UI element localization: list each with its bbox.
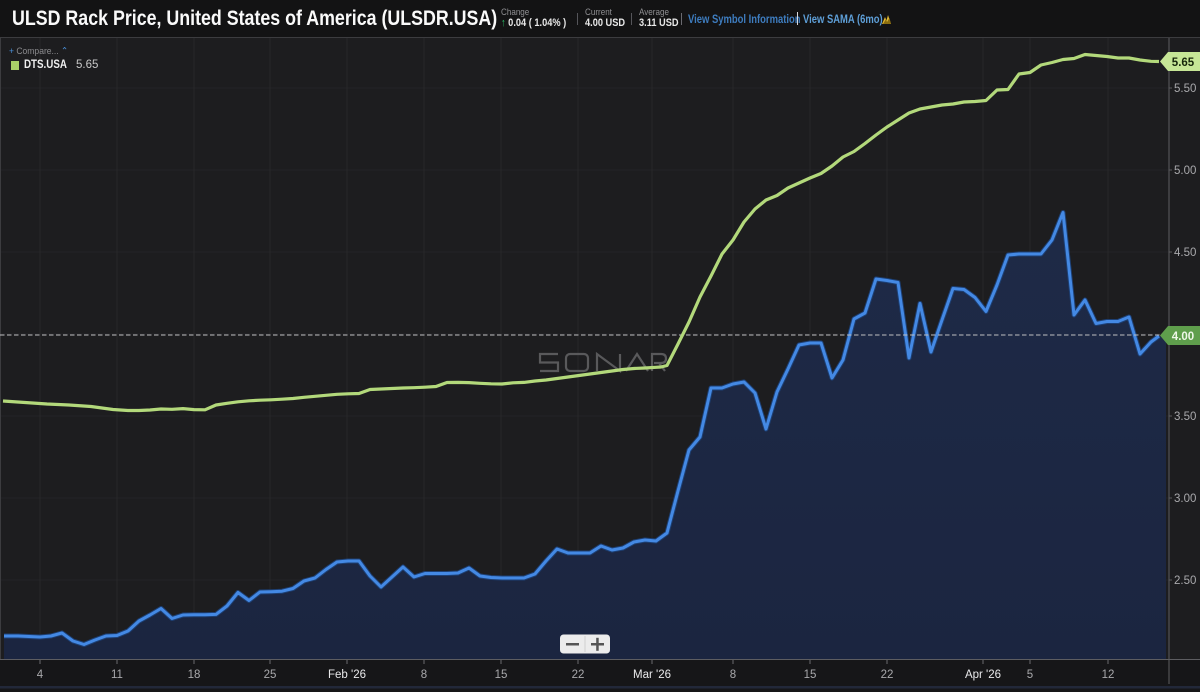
svg-text:3.50: 3.50 [1174, 411, 1196, 423]
svg-text:22: 22 [572, 669, 585, 681]
svg-text:5.00: 5.00 [1174, 165, 1196, 177]
svg-text:8: 8 [421, 669, 427, 681]
svg-text:4.00: 4.00 [1172, 331, 1194, 343]
svg-text:15: 15 [495, 669, 508, 681]
svg-text:12: 12 [1102, 669, 1115, 681]
svg-text:5.50: 5.50 [1174, 83, 1196, 95]
svg-text:4: 4 [37, 669, 44, 681]
svg-text:18: 18 [188, 669, 201, 681]
svg-text:4.50: 4.50 [1174, 247, 1196, 259]
svg-text:Feb '26: Feb '26 [328, 669, 366, 681]
svg-text:2.50: 2.50 [1174, 575, 1196, 587]
svg-text:5.65: 5.65 [1172, 57, 1195, 69]
svg-text:25: 25 [264, 669, 277, 681]
svg-text:22: 22 [881, 669, 894, 681]
svg-text:11: 11 [111, 669, 123, 681]
svg-text:8: 8 [730, 669, 736, 681]
svg-text:3.00: 3.00 [1174, 493, 1196, 505]
svg-text:Mar '26: Mar '26 [633, 669, 671, 681]
svg-text:Apr '26: Apr '26 [965, 669, 1001, 681]
svg-text:5: 5 [1027, 669, 1033, 681]
svg-text:15: 15 [804, 669, 817, 681]
